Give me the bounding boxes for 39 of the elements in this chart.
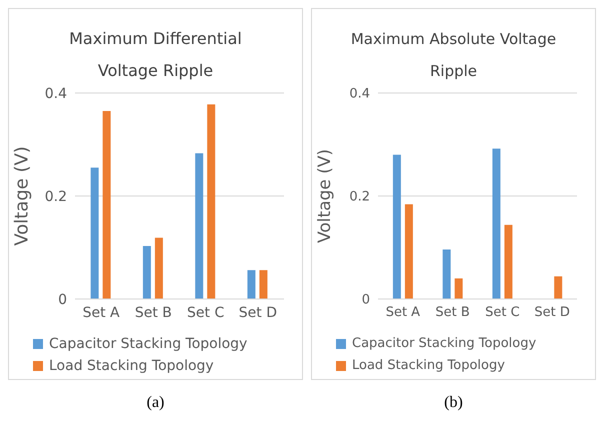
- bar: [504, 224, 512, 299]
- bar: [207, 104, 216, 299]
- bar: [259, 270, 268, 299]
- chart-title: Maximum Differential Voltage Ripple: [68, 28, 243, 82]
- x-tick-label: Set A: [386, 305, 420, 320]
- x-tick-label: Set D: [534, 305, 570, 320]
- legend-label: Capacitor Stacking Topology: [352, 335, 536, 353]
- bar: [492, 148, 500, 299]
- x-tick-label: Set C: [485, 305, 520, 320]
- y-tick-label: 0.2: [44, 188, 67, 205]
- y-tick-label: 0.2: [349, 190, 370, 205]
- bar: [392, 154, 401, 299]
- legend-label: Load Stacking Topology: [49, 357, 214, 376]
- text: (b): [443, 394, 464, 412]
- bar: [195, 153, 204, 299]
- bar: [142, 246, 151, 299]
- bar: [454, 278, 463, 299]
- bar: [102, 111, 111, 299]
- bar: [154, 238, 163, 299]
- legend-label: Load Stacking Topology: [352, 357, 505, 375]
- y-tick-label: 0.4: [349, 86, 370, 102]
- bar: [404, 204, 413, 299]
- legend-label: Capacitor Stacking Topology: [49, 335, 248, 354]
- y-tick-label: 0.4: [44, 86, 68, 102]
- x-tick-label: Set A: [82, 304, 120, 321]
- x-tick-label: Set C: [187, 304, 224, 321]
- y-axis-title: Voltage (V): [11, 146, 32, 246]
- bar: [90, 168, 99, 299]
- y-tick-label: 0: [362, 292, 370, 308]
- bar: [247, 270, 256, 299]
- y-axis-title: Voltage (V): [315, 148, 336, 244]
- x-tick-label: Set D: [238, 304, 277, 321]
- y-tick-label: 0: [58, 292, 67, 308]
- chart-title: Maximum Absolute Voltage Ripple: [350, 29, 558, 82]
- bar: [442, 250, 451, 299]
- bar: [554, 276, 562, 299]
- x-tick-label: Set B: [435, 305, 470, 320]
- text: (a): [146, 394, 166, 412]
- x-tick-label: Set B: [134, 304, 172, 321]
